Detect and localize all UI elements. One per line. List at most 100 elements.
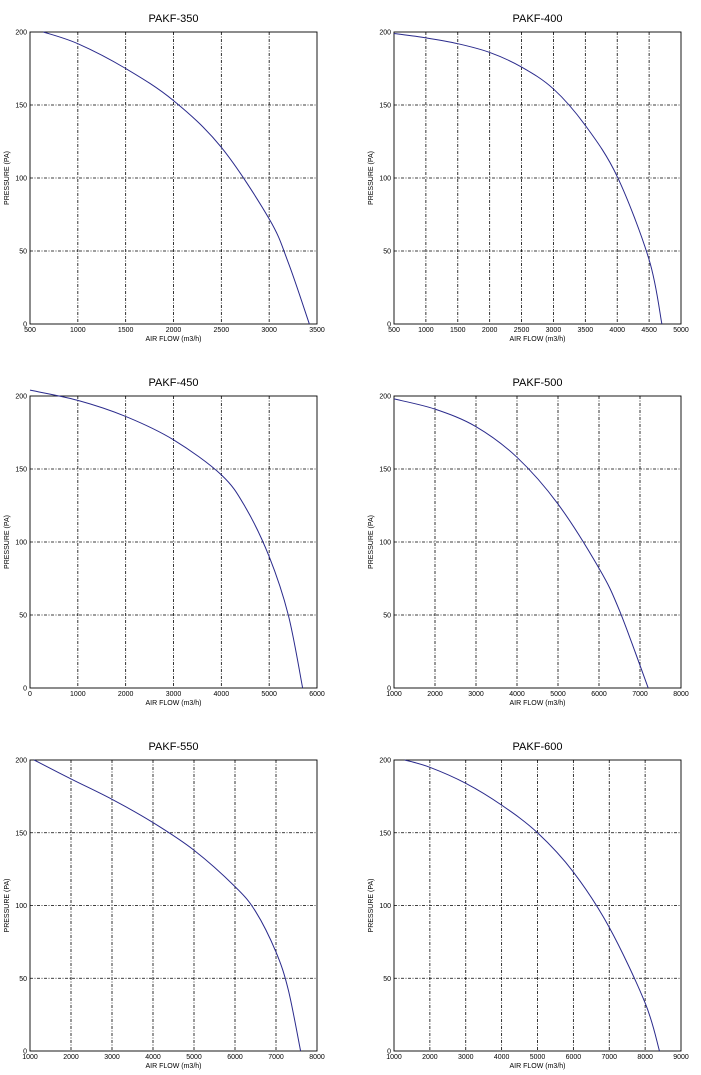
x-tick-label: 6000	[566, 1054, 582, 1061]
y-tick-label: 50	[383, 249, 391, 256]
x-tick-label: 2000	[427, 691, 443, 698]
x-tick-label: 2000	[422, 1054, 438, 1061]
chart-title: PAKF-450	[149, 377, 199, 389]
chart-1: PAKF-350 500 1000 1500 2000 2500 3000 3500 0 50 10…	[4, 13, 325, 343]
x-tick-label: 1000	[70, 327, 86, 334]
y-tick-label: 200	[15, 30, 27, 37]
x-tick-label: 6000	[309, 691, 325, 698]
x-tick-label: 1000	[22, 1054, 38, 1061]
x-tick-label: 0	[28, 691, 32, 698]
y-tick-label: 100	[15, 903, 27, 910]
y-tick-label: 150	[379, 467, 391, 474]
x-tick-label: 500	[388, 327, 400, 334]
x-axis-label: AIR FLOW (m3/h)	[145, 336, 201, 343]
y-tick-label: 100	[15, 540, 27, 547]
x-axis-label: AIR FLOW (m3/h)	[509, 1063, 565, 1070]
y-tick-label: 200	[15, 758, 27, 765]
x-tick-label: 4000	[609, 327, 625, 334]
x-tick-label: 3000	[468, 691, 484, 698]
x-tick-label: 5000	[530, 1054, 546, 1061]
x-tick-label: 3000	[458, 1054, 474, 1061]
y-axis-label: PRESSURE (PA)	[368, 879, 375, 933]
y-tick-label: 200	[379, 758, 391, 765]
x-tick-label: 3500	[578, 327, 594, 334]
y-tick-label: 100	[15, 176, 27, 183]
chart-title: PAKF-500	[513, 377, 563, 389]
x-tick-label: 7000	[601, 1054, 617, 1061]
y-tick-label: 0	[23, 322, 27, 329]
y-tick-label: 150	[15, 467, 27, 474]
y-tick-label: 0	[23, 686, 27, 693]
y-tick-label: 200	[379, 30, 391, 37]
x-tick-label: 3000	[104, 1054, 120, 1061]
x-tick-label: 1000	[386, 691, 402, 698]
y-axis-label: PRESSURE (PA)	[4, 515, 11, 569]
x-axis-label: AIR FLOW (m3/h)	[509, 336, 565, 343]
series-line	[43, 31, 310, 325]
y-tick-label: 0	[387, 1049, 391, 1056]
y-axis-label: PRESSURE (PA)	[4, 151, 11, 205]
x-tick-label: 4000	[145, 1054, 161, 1061]
y-tick-label: 150	[15, 103, 27, 110]
series-line	[393, 398, 649, 689]
y-tick-label: 150	[15, 830, 27, 837]
x-tick-label: 1000	[418, 327, 434, 334]
y-axis-label: PRESSURE (PA)	[4, 879, 11, 933]
chart-title: PAKF-550	[149, 741, 199, 753]
x-tick-label: 1000	[70, 691, 86, 698]
series-line	[33, 759, 302, 1052]
y-tick-label: 200	[15, 394, 27, 401]
y-tick-label: 100	[379, 540, 391, 547]
x-tick-label: 1500	[450, 327, 466, 334]
x-tick-label: 1500	[118, 327, 134, 334]
x-axis-label: AIR FLOW (m3/h)	[509, 700, 565, 707]
y-tick-label: 50	[19, 249, 27, 256]
chart-title: PAKF-600	[513, 741, 563, 753]
x-tick-label: 2500	[514, 327, 530, 334]
x-tick-label: 8000	[673, 691, 689, 698]
series-line	[29, 389, 304, 689]
y-tick-label: 100	[379, 176, 391, 183]
x-tick-label: 3000	[546, 327, 562, 334]
plot-frame	[393, 395, 682, 689]
series-line	[404, 759, 660, 1052]
x-tick-label: 5000	[186, 1054, 202, 1061]
x-tick-label: 2000	[118, 691, 134, 698]
chart-3: PAKF-450 0 1000 2000 3000 4000 5000 6000 0 50 100 1…	[4, 377, 325, 707]
x-tick-label: 9000	[673, 1054, 689, 1061]
x-tick-label: 3500	[309, 327, 325, 334]
x-tick-label: 3000	[166, 691, 182, 698]
x-tick-label: 2000	[482, 327, 498, 334]
x-tick-label: 7000	[268, 1054, 284, 1061]
chart-title: PAKF-350	[149, 13, 199, 25]
x-tick-label: 1000	[386, 1054, 402, 1061]
y-tick-label: 50	[383, 613, 391, 620]
y-tick-label: 200	[379, 394, 391, 401]
plot-frame	[393, 31, 682, 325]
y-tick-label: 0	[387, 322, 391, 329]
plot-frame	[29, 31, 318, 325]
y-axis-label: PRESSURE (PA)	[368, 515, 375, 569]
x-tick-label: 3000	[261, 327, 277, 334]
x-tick-label: 6000	[227, 1054, 243, 1061]
x-tick-label: 5000	[550, 691, 566, 698]
x-tick-label: 8000	[637, 1054, 653, 1061]
x-tick-label: 4000	[509, 691, 525, 698]
x-tick-label: 2500	[214, 327, 230, 334]
x-tick-label: 8000	[309, 1054, 325, 1061]
plot-frame	[393, 759, 682, 1052]
y-tick-label: 100	[379, 903, 391, 910]
x-tick-label: 5000	[673, 327, 689, 334]
x-tick-label: 5000	[261, 691, 277, 698]
y-tick-label: 50	[19, 613, 27, 620]
x-tick-label: 500	[24, 327, 36, 334]
series-line	[393, 32, 663, 325]
plot-frame	[29, 759, 318, 1052]
x-tick-label: 2000	[166, 327, 182, 334]
y-tick-label: 150	[379, 103, 391, 110]
x-tick-label: 7000	[632, 691, 648, 698]
y-tick-label: 0	[387, 686, 391, 693]
